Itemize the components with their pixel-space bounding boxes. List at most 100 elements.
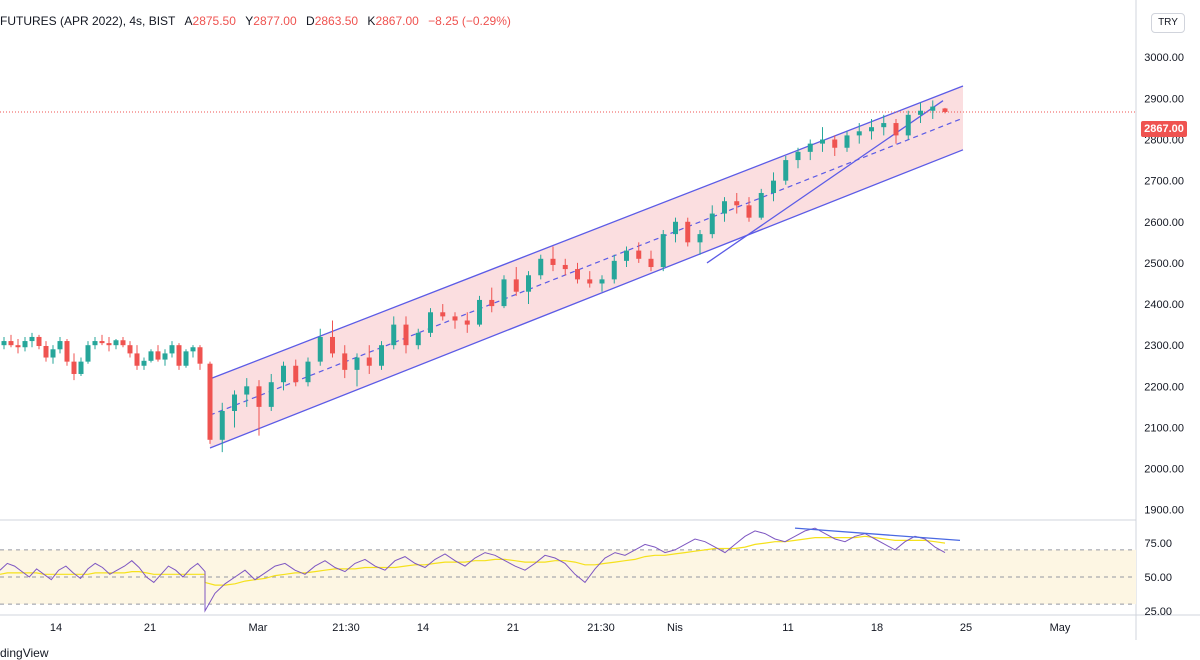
candle-body [1,341,7,346]
high-value: 2877.00 [253,14,297,28]
candle-body [783,160,789,181]
candle-body [403,324,409,346]
candle-body [127,345,133,354]
candle-body [746,205,752,218]
wedge-trend-line [706,100,944,264]
rsi-tick-label: 75.00 [1144,538,1172,550]
high-label: Y [245,14,254,28]
candle-body [452,316,458,321]
candle-body [29,336,35,342]
candle-body [513,279,519,292]
symbol-label: FUTURES (APR 2022), 4s, BIST [0,14,176,28]
candle-body [807,143,813,152]
close-label: K [367,14,376,28]
time-tick-label: 11 [782,622,793,634]
candle-body [342,353,348,370]
candle-body [771,180,776,193]
rsi-tick-label: 25.00 [1144,606,1172,618]
change-value: −8.25 (−0.29%) [428,14,511,28]
rsi-line [0,527,946,613]
channel-upper-line [209,85,964,380]
candle-body [305,361,311,383]
rsi-ma-line [0,535,946,586]
candle-body [256,386,262,407]
candle-body [648,258,654,268]
time-tick-label: 21 [507,622,519,634]
price-tick-label: 2300.00 [1144,340,1184,352]
candle-body [636,250,642,259]
rsi-divergence-line [794,527,961,542]
candle-body [113,340,119,346]
time-tick-label: Mar [249,622,268,634]
candle-body [881,123,887,128]
candle-body [624,250,629,261]
candle-body [722,201,727,214]
price-tick-label: 2100.00 [1144,422,1184,434]
price-tick-label: 2500.00 [1144,258,1184,270]
candle-body [57,341,63,350]
candle-body [550,258,556,265]
candle-body [930,106,936,111]
candle-body [207,363,213,440]
open-label: A [184,14,193,28]
candle-body [942,108,948,112]
ohlc-header: FUTURES (APR 2022), 4s, BIST A2875.50 Y2… [0,14,511,28]
candle-body [219,410,225,440]
price-tick-label: 2700.00 [1144,176,1184,188]
candle-body [697,234,703,243]
candle-body [22,341,28,348]
candle-body [106,343,112,346]
candle-body [36,336,42,347]
candle-body [611,260,617,280]
brand-watermark: dingView [0,646,49,660]
price-tick-label: 2800.00 [1144,135,1184,147]
candle-body [141,360,147,366]
price-tick-label: 1900.00 [1144,505,1184,517]
candle-body [685,221,691,243]
time-tick-label: 25 [960,622,972,634]
last-price-tag: 2867.00 [1141,121,1187,137]
candle-body [78,361,84,374]
candle-body [856,131,862,136]
open-value: 2875.50 [192,14,236,28]
candle-body [758,192,764,218]
candle-body [169,345,175,354]
time-tick-label: 18 [871,622,883,634]
candle-body [869,127,874,132]
candle-body [155,351,161,360]
candle-body [489,299,495,307]
candle-body [562,264,568,270]
time-tick-label: May [1050,622,1071,634]
candle-body [893,123,899,136]
currency-button[interactable]: TRY [1151,13,1185,33]
time-tick-label: 14 [417,622,429,634]
time-tick-label: 21:30 [332,622,360,634]
candle-body [795,151,801,161]
candle-body [92,341,98,346]
price-tick-label: 2000.00 [1144,464,1184,476]
candle-body [120,340,126,346]
candle-body [477,299,482,325]
candle-body [148,351,154,361]
obscured-top-text [0,0,560,6]
channel-lower-line [209,149,964,449]
candle-body [734,201,740,206]
time-tick-label: Nis [667,622,683,634]
candle-body [526,275,531,292]
candle-body [354,357,360,370]
price-tick-label: 2200.00 [1144,381,1184,393]
close-value: 2867.00 [375,14,419,28]
candle-body [317,336,323,362]
candle-body [244,386,250,395]
candle-body [50,349,56,358]
candle-body [415,332,421,346]
candle-body [134,353,140,366]
candle-body [391,324,397,346]
low-label: D [306,14,315,28]
price-tick-label: 2400.00 [1144,299,1184,311]
candle-body [99,341,105,344]
candle-body [440,312,446,317]
candle-body [85,345,91,362]
time-tick-label: 21:30 [587,622,615,634]
